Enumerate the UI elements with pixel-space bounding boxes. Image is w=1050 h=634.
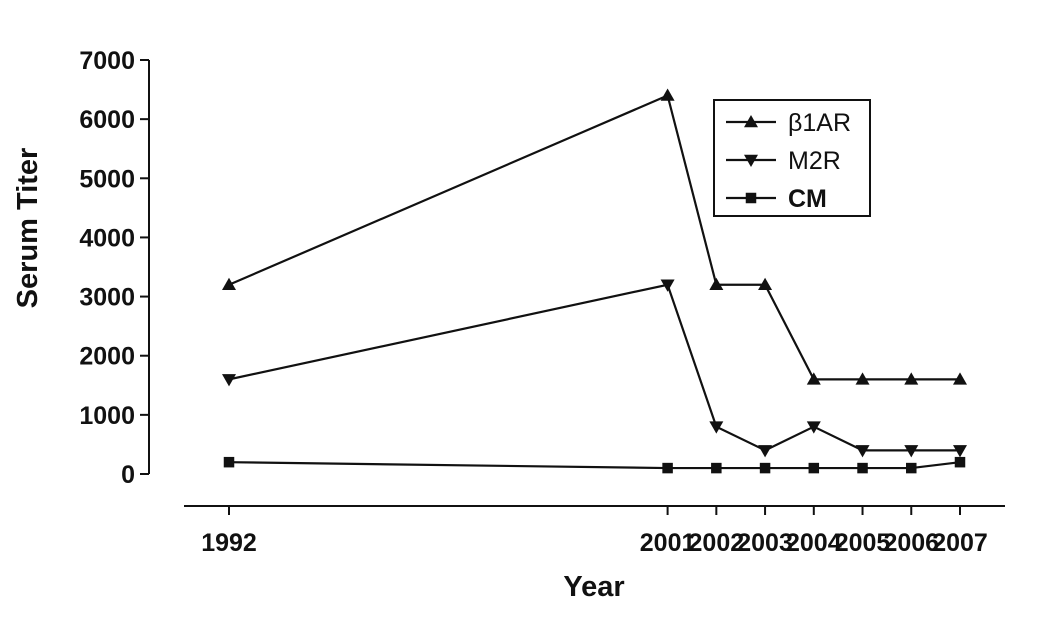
y-tick-label: 0 xyxy=(121,461,135,489)
x-tick-label: 2006 xyxy=(883,529,939,557)
x-axis-label: Year xyxy=(563,571,624,603)
data-point xyxy=(758,277,773,290)
data-point xyxy=(953,372,967,385)
x-tick-label: 2005 xyxy=(835,529,891,557)
data-point xyxy=(709,421,724,434)
series-line xyxy=(228,283,960,452)
y-axis: 0 1000 2000 3000 4000 5000 6000 7000 xyxy=(79,47,150,489)
series-2 xyxy=(222,279,967,458)
data-point xyxy=(759,462,771,474)
data-point xyxy=(711,462,722,474)
y-tick-label: 7000 xyxy=(79,47,135,75)
legend-label: M2R xyxy=(788,147,841,175)
data-point xyxy=(222,277,236,290)
legend-marker xyxy=(744,154,758,167)
data-point xyxy=(806,421,821,434)
x-tick-label: 2001 xyxy=(640,529,696,557)
y-tick-label: 5000 xyxy=(79,165,135,193)
data-point xyxy=(660,88,675,101)
data-point xyxy=(806,372,821,385)
y-tick-label: 1000 xyxy=(79,402,135,430)
legend-label: β1AR xyxy=(788,109,851,137)
series-3 xyxy=(223,456,966,474)
series-layer xyxy=(222,88,967,474)
x-tick-label: 2004 xyxy=(786,529,842,557)
data-point xyxy=(953,445,967,458)
y-tick-label: 4000 xyxy=(79,224,135,252)
data-point xyxy=(857,462,868,474)
legend-marker xyxy=(745,192,757,204)
legend: β1AR M2R CM xyxy=(713,99,871,217)
legend-label: CM xyxy=(788,185,827,213)
y-tick-label: 3000 xyxy=(79,284,135,312)
data-point xyxy=(855,445,870,458)
data-point xyxy=(660,279,675,292)
data-point xyxy=(904,372,919,385)
y-tick-label: 6000 xyxy=(79,106,135,134)
x-tick-label: 2003 xyxy=(737,529,793,557)
data-point xyxy=(223,456,235,468)
series-1 xyxy=(222,88,967,385)
data-point xyxy=(906,462,917,474)
legend-item: M2R xyxy=(726,147,841,175)
data-point xyxy=(758,445,773,458)
x-tick-label: 2002 xyxy=(689,529,745,557)
x-tick-label: 2007 xyxy=(932,529,988,557)
data-point xyxy=(222,374,236,387)
legend-item: CM xyxy=(726,185,827,213)
series-line xyxy=(228,93,960,381)
data-point xyxy=(904,445,919,458)
data-point xyxy=(709,277,724,290)
legend-marker xyxy=(744,115,758,128)
y-tick-label: 2000 xyxy=(79,343,135,371)
legend-item: β1AR xyxy=(726,109,851,137)
data-point xyxy=(662,462,673,474)
legend-box xyxy=(713,99,871,217)
x-tick-label: 1992 xyxy=(201,529,257,557)
data-point xyxy=(855,372,870,385)
y-axis-label: Serum Titer xyxy=(12,148,44,309)
series-line xyxy=(228,461,961,470)
data-point xyxy=(808,462,820,474)
data-point xyxy=(954,456,966,468)
